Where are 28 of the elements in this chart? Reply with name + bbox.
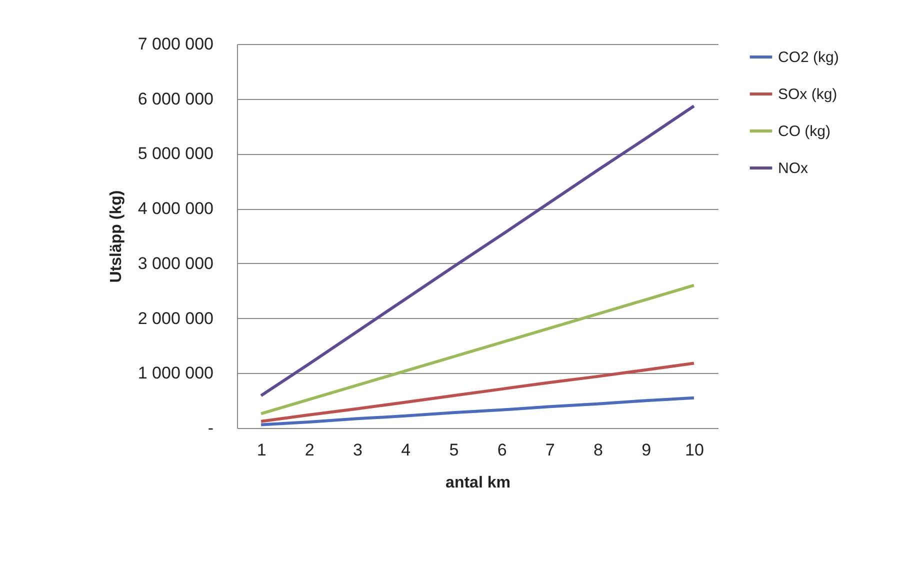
x-tick-label: 10 xyxy=(684,440,704,460)
x-tick-label: 9 xyxy=(642,440,652,460)
x-axis-title: antal km xyxy=(446,474,510,492)
y-axis-title: Utsläpp (kg) xyxy=(108,190,125,283)
legend-label: CO2 (kg) xyxy=(778,49,839,66)
line-series xyxy=(260,104,696,398)
x-tick-label: 5 xyxy=(449,440,459,460)
x-tick-label: 8 xyxy=(594,440,603,460)
x-tick-label: 6 xyxy=(497,440,507,460)
legend-label: SOx (kg) xyxy=(778,86,838,103)
line-series xyxy=(260,284,696,416)
y-tick-label: 5 000 000 xyxy=(138,144,214,164)
y-tick-label: 3 000 000 xyxy=(138,254,214,273)
y-tick-label: - xyxy=(208,418,214,438)
y-tick-label: 1 000 000 xyxy=(138,364,214,383)
x-tick-label: 2 xyxy=(304,440,314,460)
y-tick-label: 7 000 000 xyxy=(138,34,214,54)
legend-label: CO (kg) xyxy=(778,123,831,140)
y-tick-label: 4 000 000 xyxy=(138,199,214,218)
line-series xyxy=(260,396,696,426)
legend-label: NOx xyxy=(778,160,808,177)
x-tick-label: 1 xyxy=(256,440,266,460)
line-series xyxy=(260,362,696,423)
y-tick-label: 2 000 000 xyxy=(138,308,214,328)
x-tick-label: 3 xyxy=(353,440,362,460)
y-tick-label: 6 000 000 xyxy=(138,89,214,108)
x-tick-label: 7 xyxy=(545,440,555,460)
x-tick-label: 4 xyxy=(401,440,411,460)
